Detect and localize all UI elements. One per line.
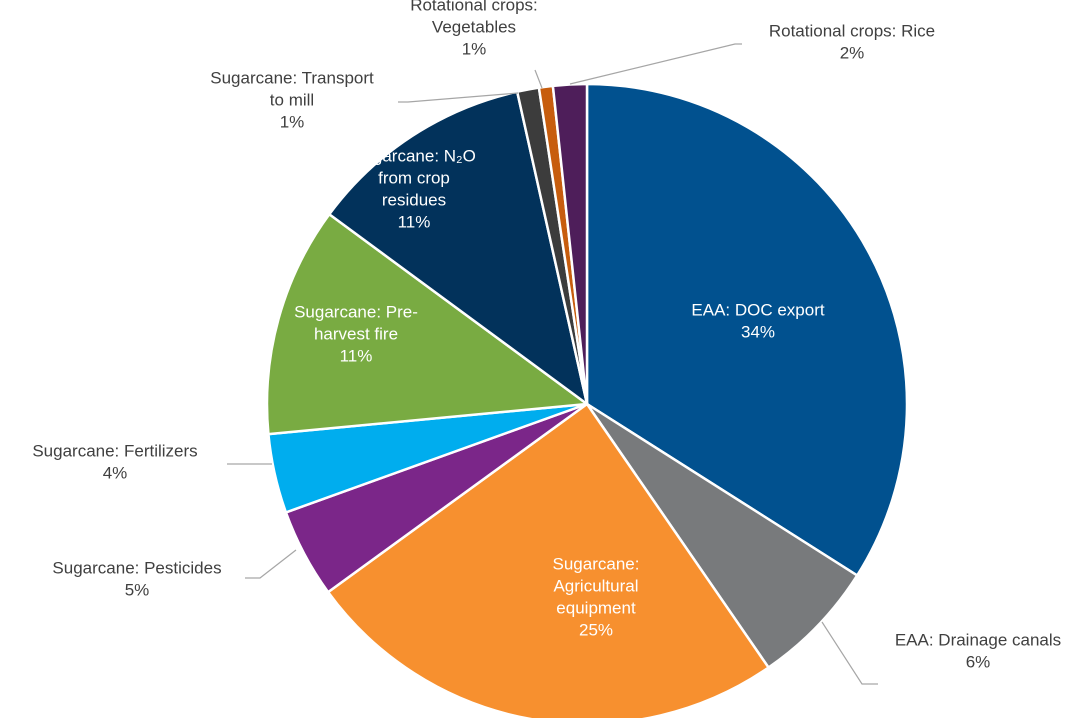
label-name-line: Rotational crops:	[410, 0, 538, 14]
label-agri-equipment: Sugarcane: Agricultural equipment 25%	[553, 554, 640, 639]
leader-lines	[227, 43, 878, 685]
label-name-line: to mill	[270, 90, 314, 109]
pie-slices	[265, 82, 909, 718]
label-name-line: Agricultural	[553, 576, 638, 595]
slice-drainage-canals	[585, 402, 859, 670]
slice-preharvest-fire	[265, 212, 591, 436]
label-fertilizers: Sugarcane: Fertilizers 4%	[32, 441, 197, 482]
label-n2o-residues: Sugarcane: N₂O from crop residues 11%	[352, 146, 476, 231]
label-name-line: EAA: DOC export	[691, 300, 824, 319]
label-name-line: EAA: Drainage canals	[895, 630, 1061, 649]
label-rice: Rotational crops: Rice 2%	[769, 21, 935, 62]
label-name-line: Rotational crops: Rice	[769, 21, 935, 40]
slice-n2o-residues	[327, 90, 589, 407]
label-percent: 34%	[741, 322, 775, 341]
leader-line-veg	[534, 69, 543, 89]
label-name-line: Sugarcane: Pesticides	[52, 558, 221, 577]
label-percent: 4%	[103, 463, 128, 482]
slice-labels: EAA: DOC export 34% EAA: Drainage canals 6%…	[32, 0, 1061, 671]
label-percent: 11%	[398, 212, 431, 231]
label-percent: 11%	[340, 346, 373, 365]
label-percent: 5%	[125, 580, 150, 599]
label-doc-export: EAA: DOC export 34%	[691, 300, 824, 341]
label-veg: Rotational crops: Vegetables 1%	[410, 0, 538, 58]
label-name-line: residues	[382, 190, 446, 209]
label-percent: 1%	[462, 39, 487, 58]
label-name-line: Sugarcane: Pre-	[294, 302, 418, 321]
label-preharvest-fire: Sugarcane: Pre-harvest fire 11%	[294, 302, 418, 365]
slice-rice	[551, 82, 589, 405]
label-name-line: Vegetables	[432, 17, 516, 36]
leader-line-rice	[569, 43, 742, 85]
label-name-line: Sugarcane: Fertilizers	[32, 441, 197, 460]
label-percent: 6%	[966, 652, 991, 671]
label-transport-mill: Sugarcane: Transport to mill 1%	[210, 68, 374, 131]
label-name-line: Sugarcane: N₂O	[352, 146, 476, 165]
slice-agri-equipment	[326, 402, 771, 718]
label-pesticides: Sugarcane: Pesticides 5%	[52, 558, 221, 599]
slice-doc-export	[585, 82, 909, 578]
label-name-line: Sugarcane: Transport	[210, 68, 374, 87]
leader-line-pesticides	[245, 549, 297, 579]
label-percent: 2%	[840, 43, 865, 62]
label-percent: 1%	[280, 112, 305, 131]
label-drainage-canals: EAA: Drainage canals 6%	[895, 630, 1061, 671]
label-name-line: from crop	[378, 168, 450, 187]
leader-line-drainage-canals	[821, 621, 878, 685]
leader-line-transport-mill	[398, 92, 519, 103]
label-name-line: harvest fire	[314, 324, 398, 343]
label-name-line: Sugarcane:	[553, 554, 640, 573]
label-name-line: equipment	[556, 598, 636, 617]
label-percent: 25%	[579, 620, 613, 639]
